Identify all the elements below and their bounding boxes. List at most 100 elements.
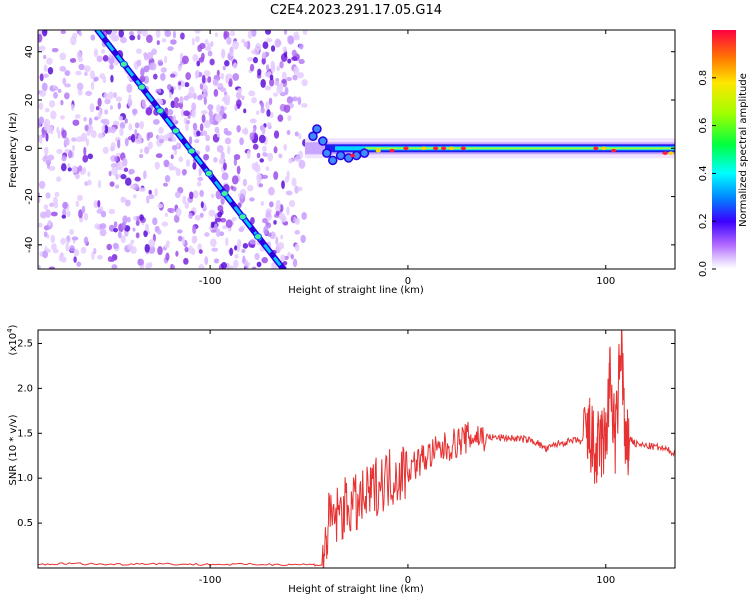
spectrogram-ytick-label: 20 xyxy=(24,94,35,107)
noise-speck xyxy=(196,130,201,137)
noise-speck xyxy=(192,161,197,170)
noise-speck xyxy=(266,109,271,117)
carrier-wobble-blob xyxy=(312,124,322,134)
noise-speck xyxy=(194,139,200,144)
noise-speck xyxy=(273,92,279,97)
spectrogram-ytick-label: 40 xyxy=(24,45,35,58)
noise-speck xyxy=(51,243,57,251)
noise-speck xyxy=(86,129,91,136)
noise-speck xyxy=(286,96,294,104)
noise-speck xyxy=(294,243,300,252)
noise-speck xyxy=(183,257,189,265)
noise-speck xyxy=(178,156,184,163)
noise-speck xyxy=(41,82,48,92)
noise-speck xyxy=(226,36,232,45)
noise-speck xyxy=(155,30,161,38)
noise-speck xyxy=(52,196,58,206)
noise-speck xyxy=(231,175,239,185)
noise-speck xyxy=(105,30,113,35)
noise-speck xyxy=(139,214,144,221)
carrier-hot-spot xyxy=(601,146,607,151)
snr-xtick-label: 100 xyxy=(596,575,615,586)
diagonal-track-blob xyxy=(187,147,196,155)
noise-speck xyxy=(283,143,288,151)
noise-speck xyxy=(278,153,283,159)
noise-speck xyxy=(48,165,56,171)
noise-speck xyxy=(265,166,270,172)
noise-speck xyxy=(301,211,307,220)
noise-speck xyxy=(83,116,88,122)
spectrogram-panel: -100 0 100 -40 -20 0 20 40 Height of straight … xyxy=(8,29,676,296)
noise-speck xyxy=(122,215,128,224)
snr-y-ticks: 0.5 1.0 1.5 2.0 2.5 xyxy=(17,338,675,529)
noise-speck xyxy=(134,129,138,138)
noise-speck xyxy=(108,170,112,177)
spectrogram-xtick-label: 100 xyxy=(596,276,615,287)
noise-speck xyxy=(191,102,197,112)
noise-speck xyxy=(236,125,241,133)
noise-speck xyxy=(232,62,238,69)
noise-speck xyxy=(115,173,119,180)
noise-speck xyxy=(171,144,178,151)
noise-speck xyxy=(297,186,303,192)
noise-speck xyxy=(64,136,69,146)
noise-speck xyxy=(218,157,225,165)
noise-speck xyxy=(144,243,150,253)
noise-speck xyxy=(293,34,300,41)
noise-speck xyxy=(155,153,163,159)
noise-speck xyxy=(257,174,262,179)
noise-speck xyxy=(62,77,67,85)
noise-speck xyxy=(223,162,227,171)
noise-speck xyxy=(109,64,114,70)
noise-speck xyxy=(210,221,215,229)
noise-speck xyxy=(169,73,176,78)
noise-speck xyxy=(147,131,154,139)
noise-speck xyxy=(214,32,218,38)
noise-speck xyxy=(113,221,118,228)
noise-speck xyxy=(133,216,137,221)
noise-speck xyxy=(56,126,60,134)
noise-speck xyxy=(114,156,118,162)
noise-speck xyxy=(286,206,290,216)
noise-speck xyxy=(60,163,67,172)
spectrogram-y-ticks: -40 -20 0 20 40 xyxy=(24,45,675,253)
noise-speck xyxy=(164,175,171,183)
noise-speck xyxy=(249,197,255,202)
noise-speck xyxy=(96,209,103,214)
noise-speck xyxy=(234,254,239,259)
noise-speck xyxy=(49,100,56,108)
noise-speck xyxy=(204,256,209,266)
noise-speck xyxy=(123,167,129,173)
noise-speck xyxy=(60,115,65,120)
noise-speck xyxy=(167,84,172,91)
noise-speck xyxy=(135,232,140,239)
noise-speck xyxy=(161,221,169,227)
carrier-wobble-blob xyxy=(328,155,338,166)
diagonal-track-blob xyxy=(220,190,229,198)
noise-speck xyxy=(164,55,168,64)
noise-speck xyxy=(277,242,285,250)
noise-speck xyxy=(60,99,64,106)
noise-speck xyxy=(138,153,144,159)
noise-speck xyxy=(221,48,226,58)
noise-speck xyxy=(287,58,292,64)
noise-speck xyxy=(130,133,136,143)
noise-speck xyxy=(137,258,145,266)
noise-speck xyxy=(119,122,126,130)
noise-speck xyxy=(104,125,109,134)
spectrogram-ytick-label: 0 xyxy=(24,145,35,151)
noise-speck xyxy=(281,215,287,223)
noise-speck xyxy=(256,152,261,159)
noise-speck xyxy=(110,141,116,151)
noise-speck xyxy=(288,200,296,208)
noise-speck xyxy=(196,181,202,187)
noise-speck xyxy=(61,214,67,219)
snr-panel: -100 0 100 0.5 1.0 1.5 2.0 2.5 Height of strai… xyxy=(6,324,676,595)
noise-speck xyxy=(95,106,100,111)
noise-speck xyxy=(232,40,239,50)
noise-speck xyxy=(43,231,48,238)
noise-speck xyxy=(88,117,93,126)
noise-speck xyxy=(182,169,187,176)
spectrogram-ytick-label: -40 xyxy=(24,237,35,253)
spectrogram-xtick-label: 0 xyxy=(405,276,411,287)
